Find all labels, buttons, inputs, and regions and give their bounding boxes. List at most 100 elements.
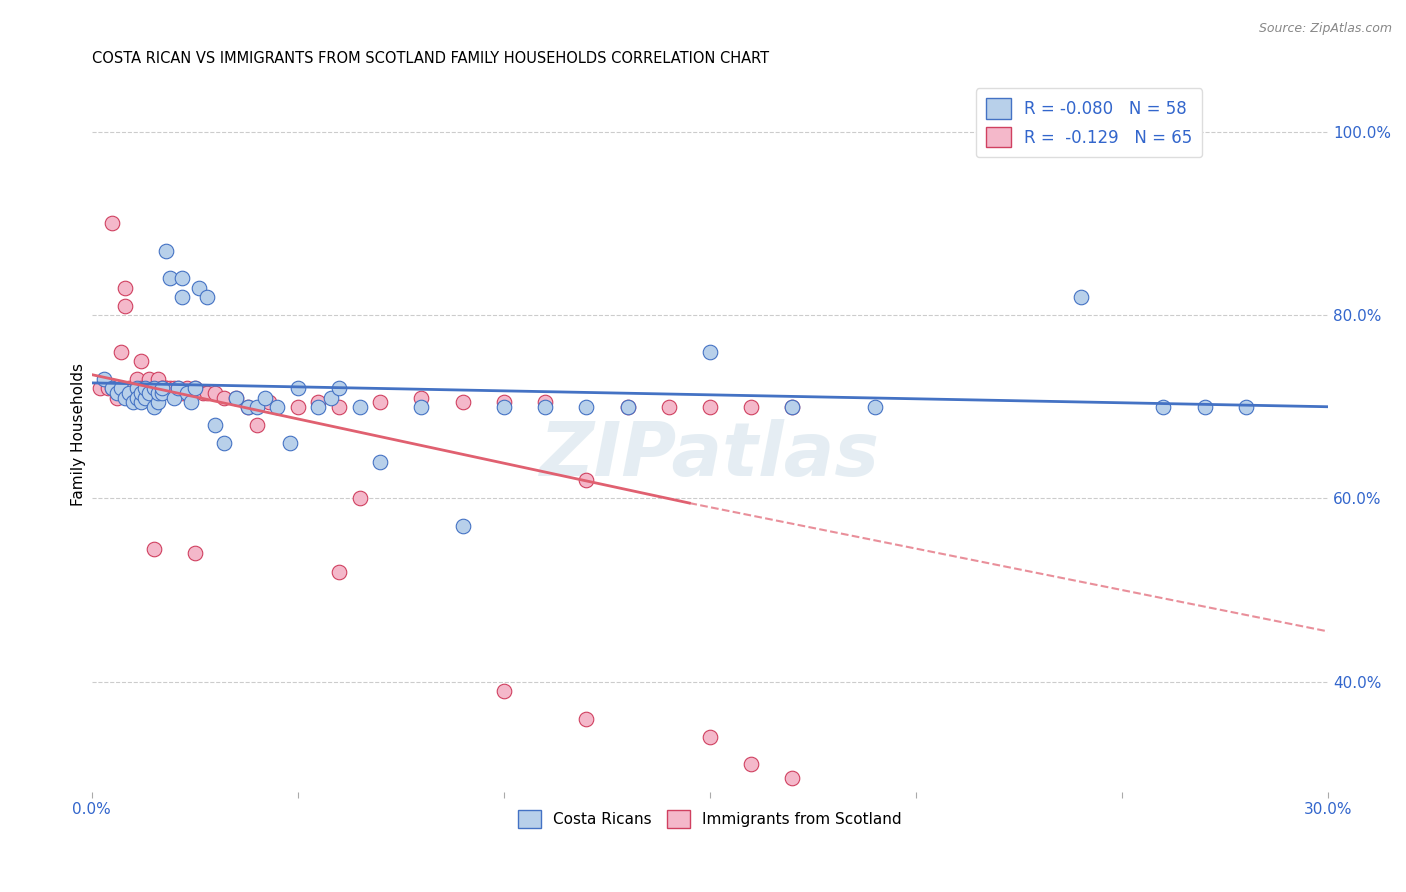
Point [187,280,209,294]
Point [699,730,721,744]
Point [176,381,198,395]
Point [114,280,136,294]
Point [105,386,128,401]
Point [266,400,288,414]
Point [411,400,433,414]
Point [101,381,124,395]
Point [782,400,804,414]
Point [146,386,169,401]
Point [863,400,886,414]
Point [782,400,804,414]
Legend: Costa Ricans, Immigrants from Scotland: Costa Ricans, Immigrants from Scotland [512,804,908,834]
Point [122,395,145,409]
Point [253,391,276,405]
Point [191,386,214,401]
Point [246,418,269,433]
Point [287,381,309,395]
Point [238,400,260,414]
Point [575,473,598,487]
Point [616,400,638,414]
Point [492,395,515,409]
Point [146,386,169,401]
Text: ZIPatlas: ZIPatlas [540,419,880,492]
Point [172,386,194,401]
Point [212,391,235,405]
Point [1234,400,1257,414]
Point [167,381,190,395]
Point [129,381,152,395]
Point [195,386,218,401]
Point [129,395,152,409]
Point [105,391,128,405]
Point [1194,400,1216,414]
Point [127,372,149,386]
Point [246,400,269,414]
Point [142,400,165,414]
Point [155,244,177,258]
Point [118,386,141,401]
Point [534,400,557,414]
Point [328,400,350,414]
Point [328,381,350,395]
Point [150,381,173,395]
Point [155,381,177,395]
Point [101,381,124,395]
Point [167,381,190,395]
Point [142,541,165,556]
Point [349,491,371,506]
Point [134,386,156,401]
Point [451,519,474,533]
Point [110,381,132,395]
Point [122,386,145,401]
Point [225,391,247,405]
Point [238,400,260,414]
Point [101,216,124,230]
Point [138,372,160,386]
Point [180,395,202,409]
Point [172,290,194,304]
Point [150,381,173,395]
Point [575,712,598,726]
Point [740,400,762,414]
Text: COSTA RICAN VS IMMIGRANTS FROM SCOTLAND FAMILY HOUSEHOLDS CORRELATION CHART: COSTA RICAN VS IMMIGRANTS FROM SCOTLAND … [91,51,769,66]
Point [307,395,329,409]
Point [451,395,474,409]
Point [368,455,391,469]
Point [142,381,165,395]
Point [368,395,391,409]
Point [534,395,557,409]
Point [319,391,342,405]
Point [138,386,160,401]
Point [138,381,160,395]
Point [146,372,169,386]
Point [110,344,132,359]
Point [1070,290,1092,304]
Point [150,386,173,401]
Point [184,381,207,395]
Point [699,400,721,414]
Point [146,395,169,409]
Point [159,271,181,285]
Point [740,757,762,772]
Point [204,386,226,401]
Point [155,381,177,395]
Point [195,290,218,304]
Point [118,386,141,401]
Point [142,386,165,401]
Point [89,381,111,395]
Point [122,381,145,395]
Point [118,381,141,395]
Point [328,565,350,579]
Point [307,400,329,414]
Y-axis label: Family Households: Family Households [72,363,86,506]
Point [616,400,638,414]
Point [782,771,804,785]
Point [93,372,115,386]
Point [575,400,598,414]
Point [127,381,149,395]
Point [134,381,156,395]
Point [176,386,198,401]
Point [172,271,194,285]
Point [225,391,247,405]
Point [287,400,309,414]
